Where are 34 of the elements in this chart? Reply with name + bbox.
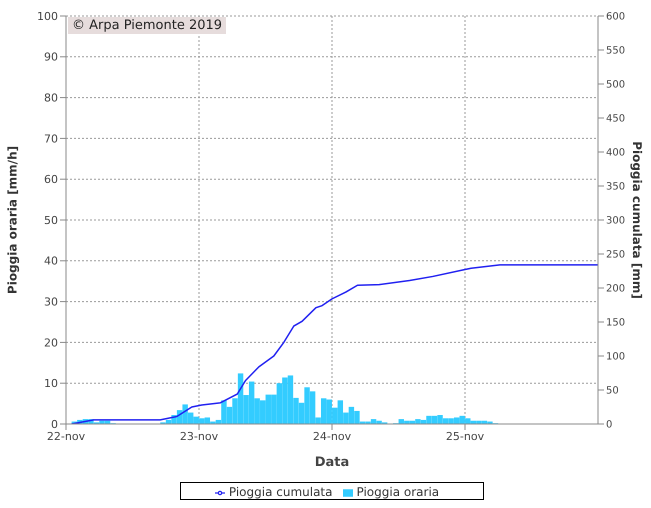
y-tick-label: 80 xyxy=(44,92,58,105)
y-tick-label: 90 xyxy=(44,50,58,64)
x-tick-label: 24-nov xyxy=(312,430,352,443)
y2-tick-label: 400 xyxy=(606,148,626,159)
y-tick-label: 40 xyxy=(44,254,58,268)
legend-label: Pioggia cumulata xyxy=(228,485,332,499)
legend-label: Pioggia oraria xyxy=(356,485,440,499)
y2-tick-label: 350 xyxy=(606,182,626,193)
y2-tick-label: 250 xyxy=(606,250,626,261)
y-axis-title: Pioggia oraria [mm/h] xyxy=(5,146,20,294)
y2-tick-label: 100 xyxy=(606,352,626,363)
y2-tick-label: 0 xyxy=(606,420,612,431)
x-tick-label: 22-nov xyxy=(46,430,86,443)
y-tick-label: 30 xyxy=(44,296,58,309)
x-axis-title: Data xyxy=(314,455,350,470)
y-tick-label: 60 xyxy=(44,173,58,186)
y2-tick-label: 150 xyxy=(606,318,626,329)
y2-tick-label: 450 xyxy=(606,114,626,125)
y-tick-label: 10 xyxy=(44,377,58,390)
y2-tick-label: 300 xyxy=(606,216,626,227)
y-tick-label: 0 xyxy=(51,418,58,431)
y-tick-label: 100 xyxy=(37,10,58,23)
y2-tick-label: 600 xyxy=(606,12,626,23)
y-tick-label: 20 xyxy=(44,336,58,350)
y-tick-label: 70 xyxy=(44,132,58,146)
y2-tick-label: 50 xyxy=(606,386,619,397)
x-tick-label: 23-nov xyxy=(180,430,219,443)
y2-tick-label: 200 xyxy=(606,284,626,295)
y2-tick-label: 500 xyxy=(606,80,626,91)
x-tick-label: 25-nov xyxy=(446,430,485,443)
y2-axis-title: Pioggia cumulata [mm] xyxy=(630,141,644,299)
y2-tick-label: 550 xyxy=(606,46,626,57)
annotation: © Arpa Piemonte 2019 xyxy=(68,17,226,34)
y-tick-label: 50 xyxy=(44,214,58,227)
